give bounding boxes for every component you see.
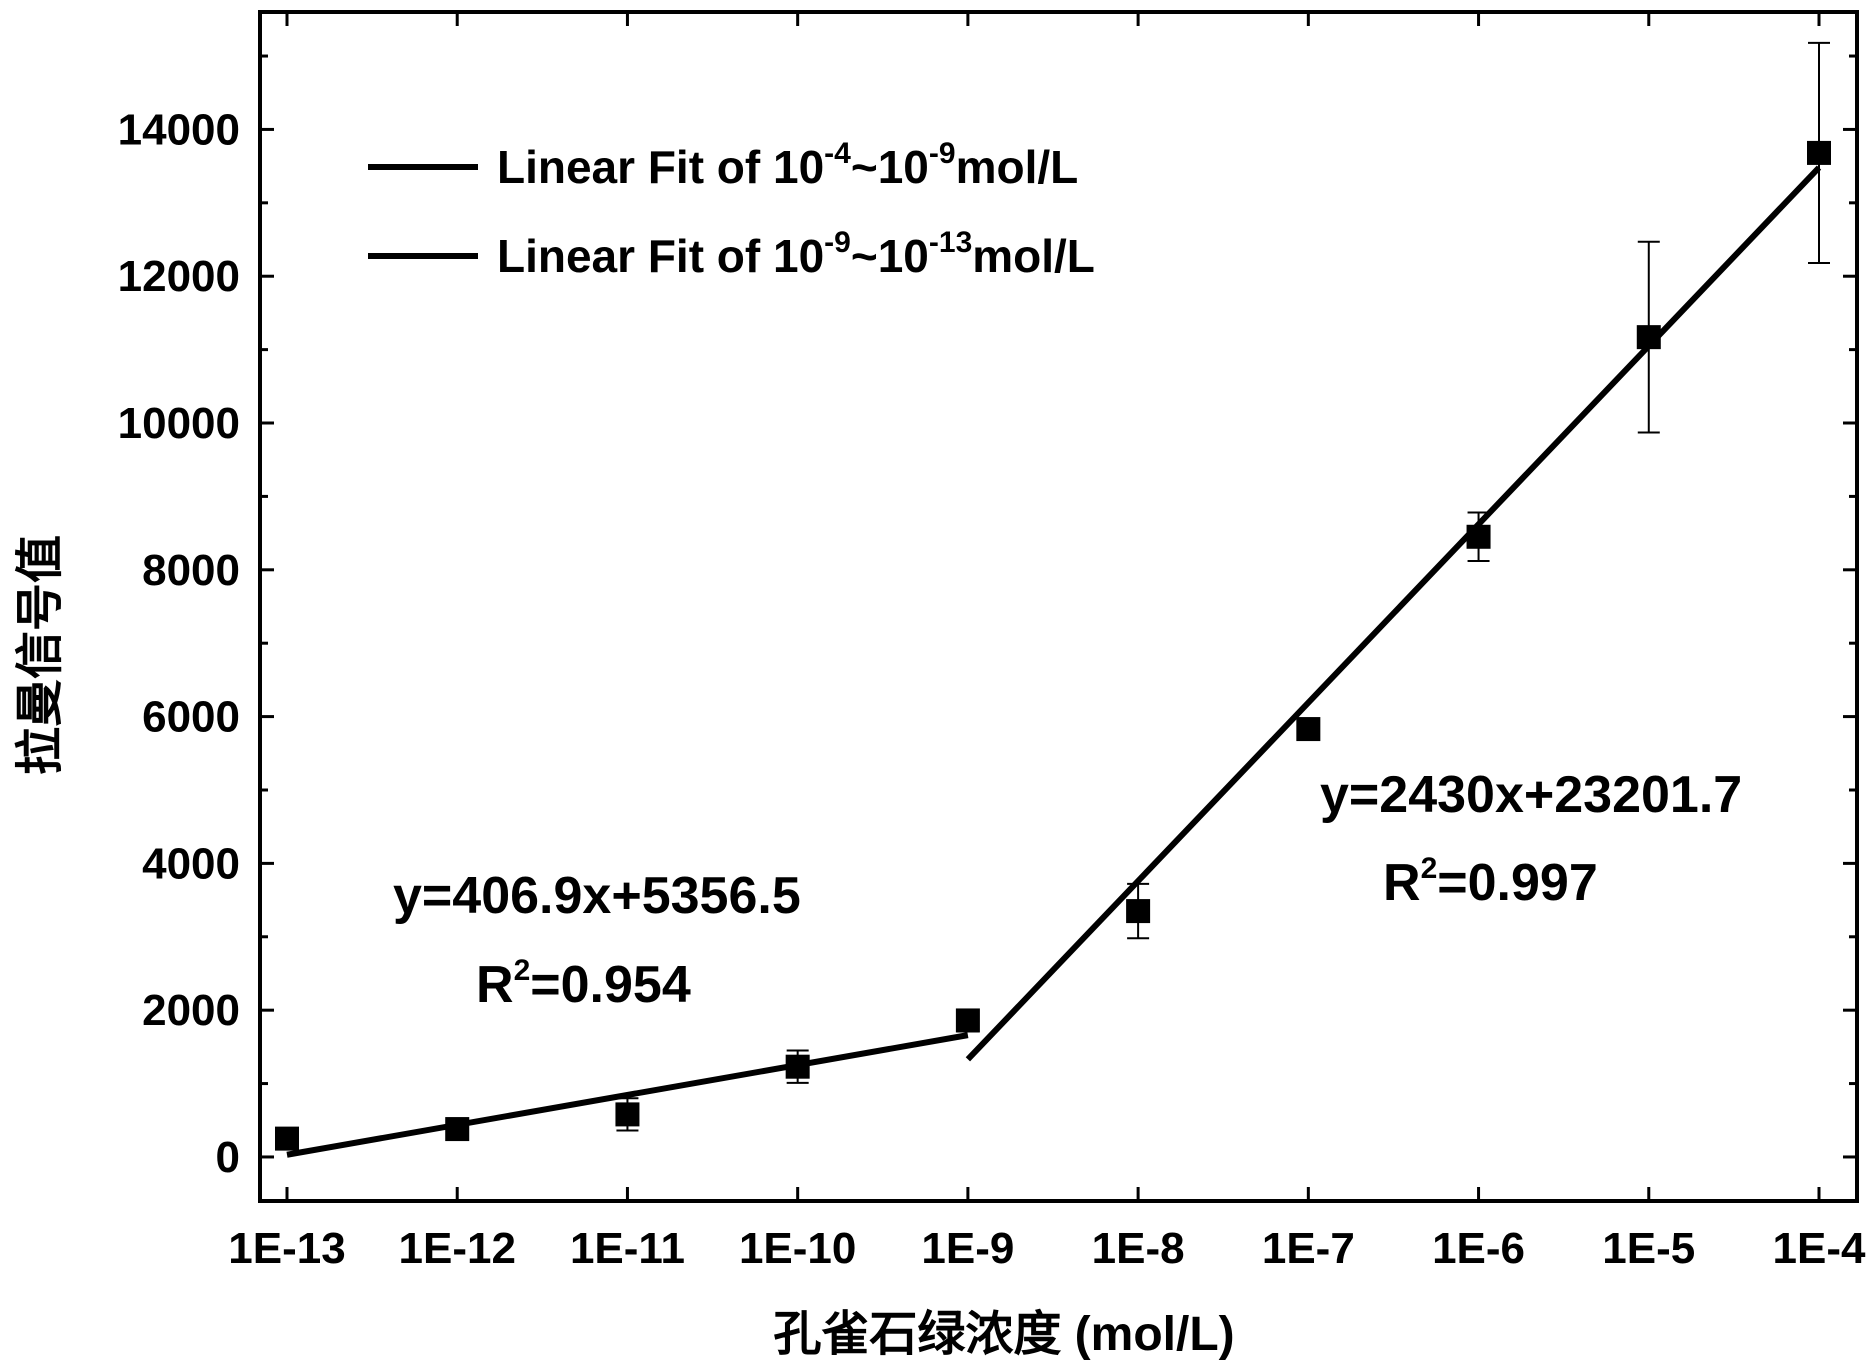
data-point (1296, 717, 1321, 742)
data-point (1466, 524, 1491, 549)
legend: Linear Fit of 10-4~10-9mol/L Linear Fit … (368, 137, 1095, 282)
y-tick-label: 14000 (118, 105, 240, 154)
plot-frame (258, 10, 1859, 1203)
fit-line-1 (965, 165, 1822, 1062)
x-tick-label: 1E-6 (1432, 1224, 1525, 1273)
x-tick-label: 1E-12 (399, 1224, 516, 1273)
y-tick-label: 4000 (142, 839, 240, 888)
data-point (955, 1008, 980, 1033)
axis-ticks: 1E-13 1E-12 1E-11 1E-10 1E-9 1E-8 1E-7 1E-6 1E-5… (118, 12, 1866, 1273)
y-tick-label: 8000 (142, 546, 240, 595)
x-tick-label: 1E-9 (921, 1224, 1014, 1273)
fit-lines (286, 165, 1822, 1158)
y-tick-label: 2000 (142, 986, 240, 1035)
x-tick-label: 1E-8 (1092, 1224, 1185, 1273)
x-tick-label: 1E-10 (739, 1224, 856, 1273)
x-tick-label: 1E-4 (1773, 1224, 1866, 1273)
fit-2-r-squared: R2=0.954 (476, 954, 691, 1014)
fit-1-equation: y=2430x+23201.7 (1320, 766, 1742, 824)
y-tick-label: 12000 (118, 252, 240, 301)
x-tick-label: 1E-5 (1602, 1224, 1695, 1273)
x-axis-title: 孔雀石绿浓度 (mol/L) (773, 1308, 1234, 1361)
data-point (275, 1126, 299, 1151)
data-point (445, 1117, 470, 1142)
x-tick-label: 1E-11 (570, 1224, 685, 1273)
data-points (275, 140, 1831, 1151)
x-tick-label: 1E-13 (228, 1224, 345, 1273)
fit-2-equation: y=406.9x+5356.5 (393, 867, 801, 925)
y-axis-title: 拉曼信号值 (14, 535, 67, 775)
fit-1-r-squared: R2=0.997 (1383, 852, 1598, 912)
legend-label-fit-1: Linear Fit of 10-4~10-9mol/L (497, 137, 1078, 193)
y-tick-label: 6000 (142, 693, 240, 742)
data-point (1636, 325, 1661, 350)
fit-line-2 (286, 1032, 969, 1158)
y-tick-label: 0 (216, 1133, 240, 1182)
data-point (1807, 140, 1831, 165)
data-point (615, 1102, 640, 1127)
data-point (1126, 899, 1151, 924)
x-tick-label: 1E-7 (1262, 1224, 1355, 1273)
legend-label-fit-2: Linear Fit of 10-9~10-13mol/L (497, 226, 1095, 282)
y-tick-label: 10000 (118, 399, 240, 448)
data-point (785, 1054, 810, 1079)
